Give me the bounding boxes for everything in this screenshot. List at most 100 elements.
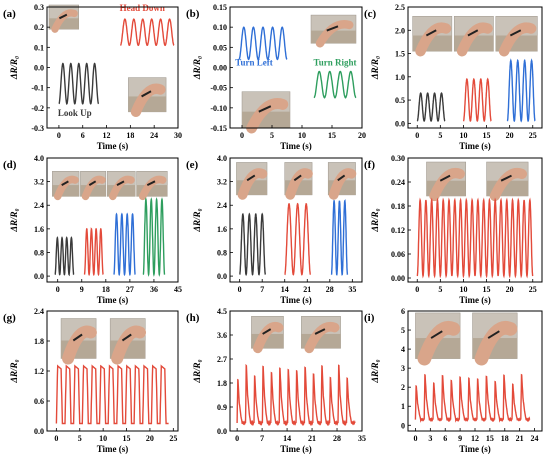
series-line-2 [83, 227, 104, 277]
y-tick-label: -0.3 [31, 124, 44, 133]
panel-label: (a) [3, 8, 16, 20]
photo-basketball-shot-1 [60, 318, 97, 365]
photo-sensor [88, 180, 97, 186]
y-tick-label: 0.6 [34, 397, 44, 406]
y-tick-label: 0.0 [34, 427, 44, 436]
x-tick-label: 15 [486, 434, 494, 443]
y-tick-label: -0.1 [31, 84, 44, 93]
panel-label: (e) [186, 159, 199, 171]
y-axis-label: ΔR/R₀ [192, 359, 202, 383]
series-line-2 [313, 70, 357, 99]
x-tick-label: 0 [57, 131, 61, 140]
y-tick-label: 0.3 [34, 3, 44, 12]
photo-sensor [246, 174, 256, 182]
series-line-3 [506, 58, 536, 123]
y-tick-label: 6 [401, 307, 405, 316]
y-tick-label: 0.15 [213, 3, 227, 12]
panel-label: (i) [364, 312, 375, 324]
panel-c: 0 5 10 15 20 25 0.0 0.5 1.0 1.5 2.0 2.5 Time (s) ΔR/R… [364, 3, 543, 151]
panel-h: 0 7 14 21 28 35 0.0 0.9 1.8 2.7 3.6 4.5 Time (s) ΔR/R… [186, 307, 366, 454]
panel-label: (d) [3, 159, 17, 171]
photo-sensor [326, 25, 339, 32]
x-tick-label: 0 [235, 434, 239, 443]
photo-elbow-bend-2 [453, 16, 494, 57]
x-tick-label: 18 [501, 434, 509, 443]
y-tick-label: 4.5 [217, 307, 227, 316]
series-line-1 [416, 92, 446, 122]
photo-sensor [337, 174, 346, 182]
photo-sensor [425, 29, 437, 37]
x-tick-label: 25 [529, 131, 537, 140]
x-tick-label: 20 [506, 131, 514, 140]
plot-frame [46, 157, 179, 283]
photo-sensor [487, 330, 500, 339]
annotation-1: Head Down [120, 3, 165, 13]
y-axis-label: ΔR/R₀ [192, 208, 202, 232]
x-tick-label: 10 [99, 434, 107, 443]
x-tick-label: 18 [102, 285, 110, 294]
series-line-1 [58, 62, 100, 105]
x-tick-label: 0 [56, 285, 60, 294]
photo-sensor [61, 180, 69, 186]
photo-knee-bend-1 [236, 162, 268, 200]
y-tick-label: 0.1 [34, 43, 44, 52]
photo-floor [107, 185, 136, 197]
series-line-1 [414, 373, 531, 423]
series-line-3 [330, 199, 349, 276]
y-tick-label: 0.00 [391, 274, 405, 283]
photo-foot-flat [426, 161, 467, 202]
x-tick-label: 30 [174, 131, 182, 140]
photo-neck-look-up [48, 4, 80, 33]
x-tick-label: 20 [358, 131, 366, 140]
x-tick-label: 24 [150, 131, 158, 140]
panel-d: 0 9 18 27 36 45 0.0 0.8 1.6 2.4 3.2 4.0 Time (s) ΔR/R… [3, 154, 182, 305]
y-tick-label: 0.24 [391, 178, 405, 187]
y-tick-label: -0.10 [210, 104, 227, 113]
series-line-3 [113, 212, 136, 277]
y-tick-label: 2.0 [395, 26, 405, 35]
y-tick-label: 4.0 [217, 154, 227, 163]
y-tick-label: 0.30 [391, 154, 405, 163]
y-tick-label: 2 [401, 383, 405, 392]
x-tick-label: 25 [169, 434, 177, 443]
photo-neck-head-down [128, 77, 167, 118]
panel-label: (c) [364, 8, 377, 20]
x-tick-label: 28 [333, 434, 341, 443]
x-tick-label: 14 [281, 285, 289, 294]
y-tick-label: 0.00 [213, 64, 227, 73]
x-axis-label: Time (s) [97, 295, 129, 305]
x-tick-label: 15 [483, 285, 491, 294]
x-axis-label: Time (s) [280, 295, 312, 305]
x-tick-label: 0 [415, 285, 419, 294]
y-axis-label: ΔR/R₀ [192, 56, 202, 80]
y-tick-label: 0.0 [34, 272, 44, 281]
y-tick-label: 4.0 [34, 154, 44, 163]
y-tick-label: 0.2 [34, 23, 44, 32]
y-tick-label: 5 [401, 326, 405, 335]
x-tick-label: 0 [413, 434, 417, 443]
x-axis-label: Time (s) [97, 141, 129, 151]
photo-sensor [146, 180, 156, 186]
series-line-4 [142, 197, 166, 277]
photo-sensor [467, 29, 479, 37]
y-tick-label: 2.5 [395, 3, 405, 12]
y-tick-label: 0.18 [391, 202, 405, 211]
y-tick-label: 1.5 [395, 50, 405, 59]
y-tick-label: 0.8 [34, 248, 44, 257]
y-tick-label: 4 [401, 345, 405, 354]
y-axis-label: ΔR/R₀ [370, 208, 380, 232]
photo-floor [80, 185, 106, 197]
panel-e: 0 7 14 21 28 35 0.0 0.8 1.6 2.4 3.2 4.0 Time (s) ΔR/R… [186, 154, 363, 305]
x-tick-label: 12 [471, 434, 479, 443]
y-tick-label: -0.15 [210, 124, 227, 133]
x-tick-label: 45 [174, 285, 182, 294]
photo-volleyball-pass-2 [301, 316, 341, 354]
y-tick-label: 3 [401, 364, 405, 373]
photo-jump-2 [472, 312, 518, 366]
x-tick-label: 15 [328, 131, 336, 140]
photo-sensor [509, 29, 522, 37]
panel-label: (b) [186, 8, 200, 20]
x-tick-label: 0 [415, 131, 419, 140]
photo-sensor [314, 328, 326, 335]
